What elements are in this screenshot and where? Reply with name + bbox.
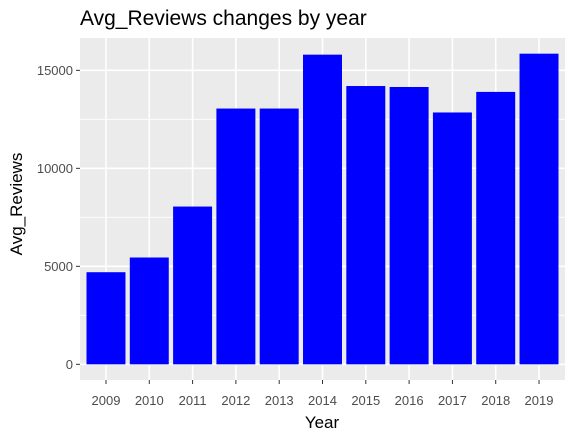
bar-2014 (303, 54, 342, 365)
x-tick-label: 2012 (221, 393, 250, 408)
bar-2015 (346, 86, 386, 365)
bar-2018 (476, 91, 516, 365)
y-tick-label: 0 (66, 357, 73, 372)
bar-2010 (129, 257, 169, 365)
x-tick-label: 2018 (481, 393, 510, 408)
bar-2009 (86, 272, 126, 365)
chart-title: Avg_Reviews changes by year (80, 7, 367, 30)
x-tick-label: 2011 (179, 393, 207, 408)
x-tick-label: 2019 (525, 393, 554, 408)
y-tick-label: 10000 (37, 161, 73, 176)
x-tick-label: 2010 (135, 393, 164, 408)
y-axis: 0 5000 10000 15000 (37, 63, 80, 372)
x-axis: 2009 2010 2011 2012 2013 2014 2015 2016 2017 2018… (92, 380, 554, 408)
bar-2011 (173, 206, 213, 365)
x-axis-title: Year (305, 413, 340, 432)
x-tick-label: 2009 (92, 393, 121, 408)
bar-2016 (389, 86, 429, 365)
bar-2013 (259, 108, 299, 365)
bar-2019 (519, 53, 559, 365)
y-tick-label: 15000 (37, 63, 73, 78)
bar-2012 (216, 108, 256, 365)
bars (86, 53, 559, 365)
x-tick-label: 2016 (395, 393, 424, 408)
x-tick-label: 2017 (438, 393, 467, 408)
y-tick-label: 5000 (44, 259, 73, 274)
x-tick-label: 2014 (308, 393, 337, 408)
y-axis-title: Avg_Reviews (7, 153, 26, 256)
bar-2017 (432, 112, 472, 365)
x-tick-label: 2013 (265, 393, 294, 408)
x-tick-label: 2015 (351, 393, 380, 408)
